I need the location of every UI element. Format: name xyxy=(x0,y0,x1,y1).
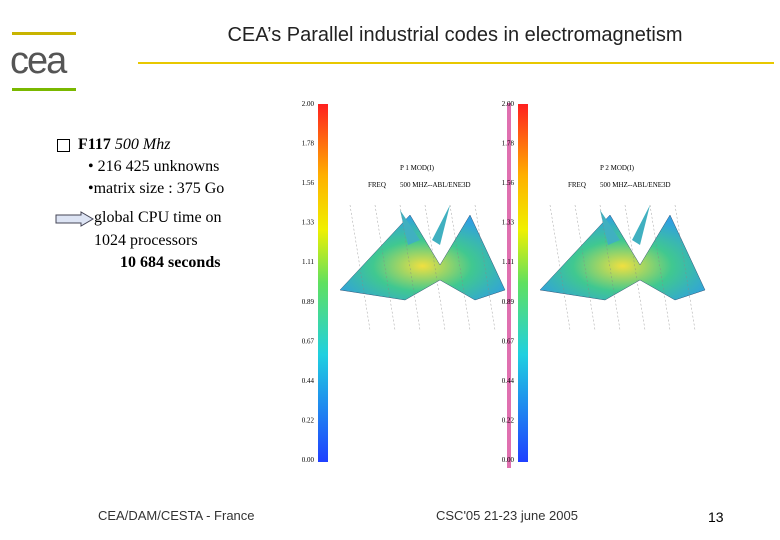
mesh-line xyxy=(349,204,371,331)
aircraft xyxy=(539,214,706,301)
mesh-line xyxy=(674,204,696,331)
logo-line xyxy=(12,88,76,91)
aircraft-fin xyxy=(600,205,650,245)
freq-label: FREQ xyxy=(568,181,586,189)
bullet-item: • 216 425 unknowns xyxy=(88,158,220,175)
scale-label: 0.89 xyxy=(302,298,315,306)
scale-label: 1.33 xyxy=(302,219,315,227)
scale-label: 0.22 xyxy=(302,416,315,424)
mesh-line xyxy=(649,204,671,331)
mesh-line xyxy=(474,204,496,331)
arrow xyxy=(55,211,94,227)
scale-label: 1.56 xyxy=(302,179,315,187)
aircraft-fin xyxy=(400,205,450,245)
mesh-line xyxy=(624,204,646,331)
scale-label: 1.78 xyxy=(302,140,315,148)
scale-label: 1.11 xyxy=(302,258,314,266)
scale-label: 2.00 xyxy=(502,100,515,108)
mesh-line xyxy=(374,204,396,331)
scale-label: 1.78 xyxy=(502,140,515,148)
logo-line xyxy=(12,32,76,35)
mesh-line xyxy=(599,204,621,331)
footer-left: CEA/DAM/CESTA - France xyxy=(98,508,255,523)
freq-value: 500 MHZ--ABL/ENE3D xyxy=(600,181,671,189)
title-rule xyxy=(138,62,774,64)
scale-label: 0.44 xyxy=(502,377,515,385)
scale-label: 1.33 xyxy=(502,219,515,227)
scale-label: 0.67 xyxy=(302,337,315,345)
freq-value: 500 MHZ--ABL/ENE3D xyxy=(400,181,471,189)
scale-label: 0.00 xyxy=(502,456,515,464)
scale-label: 1.11 xyxy=(502,258,514,266)
bullet-title: F117 xyxy=(78,136,111,153)
scale-label: 0.22 xyxy=(502,416,515,424)
result-line: 1024 processors xyxy=(94,232,198,249)
color-bar xyxy=(318,104,328,462)
scale-label: 2.00 xyxy=(302,100,315,108)
scale-label: 0.89 xyxy=(502,298,515,306)
bullet-box xyxy=(57,139,70,152)
scale-label: 0.00 xyxy=(302,456,315,464)
color-bar xyxy=(518,104,528,462)
figure-label: P 2 MOD(I) xyxy=(600,164,635,172)
result-line: 10 684 seconds xyxy=(120,254,221,271)
footer-center: CSC'05 21-23 june 2005 xyxy=(436,508,578,523)
mesh-line xyxy=(424,204,446,331)
scale-label: 1.56 xyxy=(502,179,515,187)
page-number: 13 xyxy=(708,509,724,525)
mesh-line xyxy=(449,204,471,331)
bullet-subtitle: 500 Mhz xyxy=(114,136,171,153)
freq-label: FREQ xyxy=(368,181,386,189)
bullet-item: •matrix size : 375 Go xyxy=(88,180,225,197)
aircraft xyxy=(339,214,506,301)
logo: cea xyxy=(10,40,67,82)
figure-label: P 1 MOD(I) xyxy=(400,164,435,172)
scale-label: 0.67 xyxy=(502,337,515,345)
slide-title: CEA’s Parallel industrial codes in elect… xyxy=(227,24,683,46)
mesh-line xyxy=(574,204,596,331)
scale-label: 0.44 xyxy=(302,377,315,385)
mesh-line xyxy=(549,204,571,331)
result-line: global CPU time on xyxy=(94,209,222,226)
mesh-line xyxy=(399,204,421,331)
